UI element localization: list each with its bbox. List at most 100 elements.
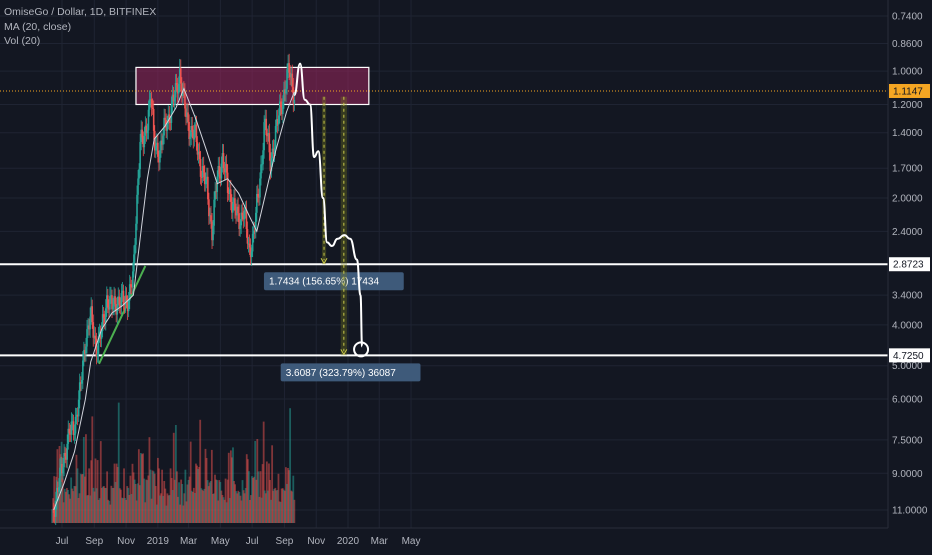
- volume-bar: [111, 487, 114, 523]
- candle-body: [112, 306, 114, 310]
- volume-bar: [110, 485, 113, 523]
- candle-body: [72, 421, 75, 436]
- volume-bar: [68, 494, 70, 523]
- candle-body: [141, 129, 144, 138]
- price-tick-label: 0.7400: [892, 12, 923, 23]
- volume-bar: [142, 453, 144, 523]
- candle-body: [279, 101, 282, 108]
- candle-body: [93, 335, 96, 338]
- volume-bar: [61, 478, 64, 523]
- candle-body: [175, 83, 178, 85]
- volume-bar: [179, 504, 181, 523]
- volume-bar: [276, 490, 279, 523]
- candle-body: [254, 212, 257, 232]
- candle-body: [103, 317, 106, 323]
- candle-body: [169, 121, 172, 123]
- volume-bar: [225, 502, 228, 523]
- volume-bar: [121, 497, 123, 523]
- volume-bar: [253, 476, 256, 523]
- volume-bar: [74, 486, 77, 523]
- candle-body: [76, 414, 79, 417]
- volume-bar: [211, 494, 214, 523]
- volume-bar: [86, 495, 88, 523]
- volume-bar: [146, 480, 149, 523]
- candle-body: [91, 306, 94, 323]
- volume-bar: [92, 487, 95, 523]
- candle-body: [204, 179, 207, 185]
- candle-body: [241, 212, 244, 216]
- legend-symbol[interactable]: OmiseGo / Dollar, 1D, BITFINEX: [4, 6, 157, 18]
- candle-body: [129, 284, 132, 287]
- volume-bar: [237, 490, 240, 523]
- price-tick-label: 1.4000: [892, 128, 923, 139]
- volume-bar: [235, 491, 238, 523]
- price-axis-background: [888, 0, 932, 550]
- time-tick-label: Jul: [56, 536, 69, 547]
- candle-body: [164, 117, 166, 120]
- candle-body: [120, 293, 123, 307]
- price-tick-label: 4.0000: [892, 320, 923, 331]
- volume-bar: [176, 471, 178, 523]
- candle-body: [95, 338, 98, 357]
- candle-body: [137, 178, 139, 195]
- measure-arrow-head: [320, 257, 328, 265]
- price-tick-label: 5.0000: [892, 361, 923, 372]
- candle-body: [161, 140, 163, 145]
- volume-bar: [214, 474, 216, 523]
- candle-body: [79, 382, 82, 384]
- candle-body: [69, 433, 72, 435]
- volume-bar: [229, 450, 232, 523]
- time-tick-label: Jul: [246, 536, 259, 547]
- time-tick-label: Nov: [307, 536, 325, 547]
- candle-body: [70, 421, 73, 435]
- volume-bar: [156, 457, 159, 523]
- volume-bar: [59, 454, 62, 523]
- price-tick-label: 1.0000: [892, 67, 923, 78]
- legend-volume[interactable]: Vol (20): [4, 35, 41, 47]
- volume-bar: [123, 468, 125, 523]
- legend-ma[interactable]: MA (20, close): [4, 20, 72, 33]
- candle-body: [65, 456, 67, 460]
- candle-body: [71, 421, 74, 423]
- volume-bar: [106, 471, 109, 523]
- volume-bar: [140, 453, 142, 523]
- candle-body: [214, 191, 216, 200]
- candle-body: [53, 512, 56, 517]
- volume-bar: [283, 490, 286, 523]
- candles: [52, 53, 296, 526]
- volume-bar: [127, 487, 130, 523]
- candle-body: [234, 198, 236, 211]
- volume-bar: [281, 488, 284, 523]
- volume-bar: [200, 488, 203, 523]
- volume-bar: [60, 441, 63, 523]
- candle-body: [108, 307, 110, 310]
- candle-body: [189, 136, 191, 140]
- volume-bar: [56, 449, 59, 523]
- candle-body: [286, 69, 288, 89]
- volume-bar: [167, 495, 170, 523]
- candle-body: [228, 189, 231, 194]
- candle-body: [127, 300, 130, 312]
- candle-body: [275, 118, 278, 127]
- candle-body: [239, 225, 241, 229]
- volume-bar: [169, 468, 172, 523]
- candle-body: [263, 122, 265, 151]
- candle-body: [229, 189, 232, 202]
- candle-body: [121, 290, 124, 294]
- candle-body: [185, 108, 187, 117]
- volume-bar: [207, 486, 210, 523]
- volume-bar: [117, 402, 120, 523]
- candle-body: [158, 156, 160, 163]
- volume-bar: [154, 486, 157, 523]
- volume-bar: [101, 486, 104, 523]
- time-tick-label: Mar: [180, 536, 198, 547]
- volume-bar: [122, 498, 124, 523]
- candle-body: [156, 142, 158, 146]
- candle-body: [222, 153, 225, 169]
- candle-body: [146, 130, 149, 134]
- volume-bar: [166, 493, 169, 523]
- volume-bar: [265, 461, 268, 523]
- candle-body: [97, 336, 100, 354]
- volume-bar: [191, 492, 194, 523]
